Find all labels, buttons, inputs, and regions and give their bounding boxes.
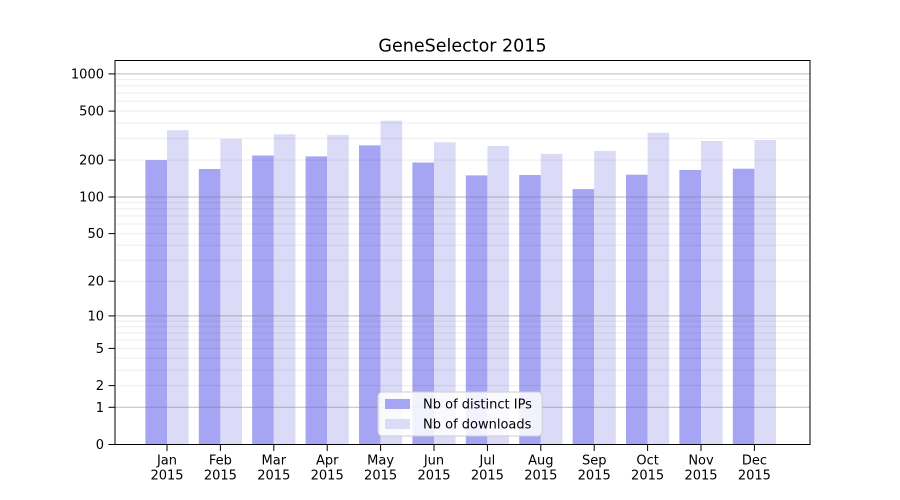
bar-ips-oct — [626, 174, 648, 445]
bar-downloads-dec — [754, 140, 776, 445]
x-tick-month: Sep — [582, 454, 607, 469]
bar-downloads-may — [380, 120, 403, 445]
x-tick-year: 2015 — [257, 469, 290, 484]
bar-ips-feb — [198, 169, 221, 445]
x-tick-month: Mar — [262, 454, 287, 469]
x-tick-year: 2015 — [364, 469, 397, 484]
x-tick-year: 2015 — [204, 469, 237, 484]
y-tick-label: 1 — [96, 401, 104, 416]
y-tick-label: 20 — [87, 275, 104, 290]
x-tick-year: 2015 — [311, 469, 344, 484]
bar-downloads-mar — [273, 134, 296, 445]
y-tick-label: 100 — [79, 191, 104, 206]
y-tick-label: 1000 — [71, 67, 104, 82]
x-tick-year: 2015 — [631, 469, 664, 484]
bar-ips-jul — [465, 175, 488, 445]
bar-downloads-sep — [594, 151, 616, 445]
bar-ips-jun — [412, 162, 434, 445]
x-tick-label: Jun 2015 — [417, 454, 450, 484]
x-tick-label: Aug 2015 — [524, 454, 557, 484]
bar-ips-dec — [732, 168, 755, 445]
bar-ips-sep — [572, 189, 595, 445]
y-tick-label: 5 — [96, 342, 104, 357]
x-tick-year: 2015 — [524, 469, 557, 484]
x-tick-month: Dec — [742, 454, 767, 469]
x-tick-label: Mar 2015 — [257, 454, 290, 484]
bar-downloads-jul — [487, 146, 509, 445]
bar-ips-aug — [519, 175, 541, 445]
bar-ips-apr — [305, 156, 328, 445]
y-tick-label: 500 — [79, 105, 104, 120]
x-tick-year: 2015 — [738, 469, 771, 484]
bar-downloads-jan — [167, 130, 189, 445]
y-tick-label: 10 — [87, 309, 104, 324]
x-tick-month: Jan — [156, 454, 177, 469]
x-tick-month: Nov — [688, 454, 714, 469]
legend-swatch-ips — [385, 399, 410, 409]
bar-ips-may — [359, 145, 381, 445]
x-tick-month: Apr — [316, 454, 339, 469]
legend-box — [377, 391, 543, 437]
x-tick-month: Jul — [479, 454, 496, 469]
x-tick-month: Jun — [423, 454, 444, 469]
y-tick-label: 2 — [96, 379, 104, 394]
x-tick-label: Nov 2015 — [684, 454, 717, 484]
legend-label-ips: Nb of distinct IPs — [423, 398, 532, 413]
y-tick-label: 50 — [87, 227, 104, 242]
y-tick-label: 200 — [79, 154, 104, 169]
plot-border — [114, 60, 811, 445]
x-tick-label: Dec 2015 — [738, 454, 771, 484]
bar-ips-jan — [145, 160, 167, 445]
x-tick-label: Apr 2015 — [311, 454, 344, 484]
x-tick-year: 2015 — [471, 469, 504, 484]
x-tick-label: May 2015 — [364, 454, 397, 484]
y-tick-label: 0 — [96, 438, 104, 453]
x-tick-year: 2015 — [150, 469, 183, 484]
bar-downloads-oct — [647, 132, 670, 445]
x-tick-label: Oct 2015 — [631, 454, 664, 484]
x-tick-year: 2015 — [684, 469, 717, 484]
x-tick-month: May — [367, 454, 394, 469]
x-tick-year: 2015 — [578, 469, 611, 484]
x-tick-label: Jul 2015 — [471, 454, 504, 484]
x-tick-label: Sep 2015 — [578, 454, 611, 484]
bar-downloads-aug — [540, 153, 563, 445]
chart-title: GeneSelector 2015 — [378, 37, 546, 57]
legend-label-downloads: Nb of downloads — [423, 418, 532, 433]
bar-downloads-nov — [701, 141, 723, 445]
bar-downloads-apr — [327, 134, 349, 445]
x-tick-month: Feb — [209, 454, 232, 469]
bar-downloads-feb — [220, 138, 242, 445]
legend-swatch-downloads — [385, 419, 410, 429]
bar-ips-mar — [252, 155, 274, 445]
x-tick-month: Aug — [528, 454, 553, 469]
x-tick-label: Feb 2015 — [204, 454, 237, 484]
x-tick-year: 2015 — [417, 469, 450, 484]
bar-ips-nov — [679, 170, 701, 445]
x-tick-month: Oct — [636, 454, 658, 469]
x-tick-label: Jan 2015 — [150, 454, 183, 484]
bar-downloads-jun — [434, 142, 456, 445]
